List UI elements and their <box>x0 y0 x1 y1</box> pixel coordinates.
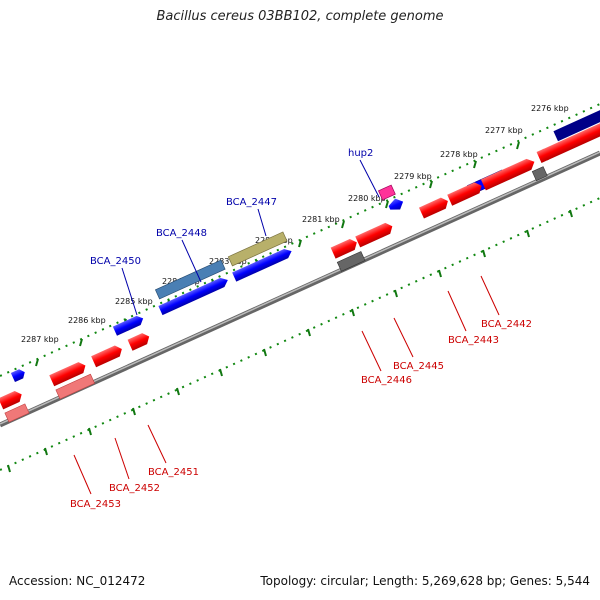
scale-label: 2278 kbp <box>440 150 478 159</box>
feature-blue-small[interactable] <box>387 196 406 213</box>
feature-blue-2450[interactable] <box>112 314 145 336</box>
feature-red-2442[interactable] <box>480 156 537 191</box>
feature-salmon-2453[interactable] <box>55 373 95 400</box>
scale-label: 2280 kbp <box>348 194 386 203</box>
gene-label-bca-2448[interactable]: BCA_2448 <box>156 228 207 239</box>
feature-salmon-left[interactable] <box>4 403 30 423</box>
top-labels: hup2 BCA_2447 BCA_2448 BCA_2450 <box>90 148 373 267</box>
genome-summary-text: Topology: circular; Length: 5,269,628 bp… <box>260 574 590 588</box>
feature-red-right[interactable] <box>542 120 600 161</box>
feature-blue-2448[interactable] <box>158 275 230 316</box>
feature-red-2443b[interactable] <box>418 196 450 219</box>
feature-blue-2447[interactable] <box>232 247 294 282</box>
bottom-labels: BCA_2442 BCA_2443 BCA_2445 BCA_2446 BCA_… <box>70 319 532 510</box>
feature-red-left[interactable] <box>0 389 24 410</box>
scale-label: 2276 kbp <box>531 104 569 113</box>
feature-red-2452[interactable] <box>91 343 124 368</box>
map-title: Bacillus cereus 03BB102, complete genome <box>156 9 444 24</box>
scale-label: 2277 kbp <box>485 126 523 135</box>
gene-label-bca-2452[interactable]: BCA_2452 <box>109 483 160 494</box>
ticks <box>7 141 573 473</box>
accession-text: Accession: NC_012472 <box>9 574 146 588</box>
inner-scale-line <box>0 197 600 471</box>
feature-red-2446[interactable] <box>330 237 360 259</box>
top-connectors <box>121 159 380 316</box>
gene-label-bca-2453[interactable]: BCA_2453 <box>70 499 121 510</box>
gene-label-bca-2447[interactable]: BCA_2447 <box>226 197 277 208</box>
feature-blue-left[interactable] <box>10 368 27 383</box>
feature-red-2445[interactable] <box>355 221 395 248</box>
gene-label-bca-2443[interactable]: BCA_2443 <box>448 335 499 346</box>
features <box>0 98 600 423</box>
gene-label-bca-2442[interactable]: BCA_2442 <box>481 319 532 330</box>
gene-label-bca-2450[interactable]: BCA_2450 <box>90 256 141 267</box>
scale-label: 2285 kbp <box>115 297 153 306</box>
feature-hup2-pink[interactable] <box>377 184 396 201</box>
feature-bca-2447[interactable] <box>227 231 288 267</box>
gene-label-bca-2445[interactable]: BCA_2445 <box>393 361 444 372</box>
feature-red-2443a[interactable] <box>447 180 484 206</box>
scale-label: 2281 kbp <box>302 215 340 224</box>
backbone <box>0 150 600 428</box>
feature-grey-right[interactable] <box>531 166 548 182</box>
scale-label: 2283 kbp <box>209 257 247 266</box>
scale-label: 2286 kbp <box>68 316 106 325</box>
feature-red-2453[interactable] <box>49 360 88 387</box>
scale-labels: 2276 kbp 2277 kbp 2278 kbp 2279 kbp 2280… <box>21 104 569 344</box>
scale-label: 2279 kbp <box>394 172 432 181</box>
gene-label-hup2[interactable]: hup2 <box>348 148 373 159</box>
feature-grey-2446[interactable] <box>336 251 366 272</box>
scale-label: 2287 kbp <box>21 335 59 344</box>
gene-label-bca-2451[interactable]: BCA_2451 <box>148 467 199 478</box>
feature-red-tiny[interactable] <box>536 147 553 163</box>
feature-bca-2448[interactable] <box>154 259 226 300</box>
bottom-connectors <box>73 275 500 495</box>
feature-red-2451[interactable] <box>127 331 152 351</box>
gene-label-bca-2446[interactable]: BCA_2446 <box>361 375 412 386</box>
feature-navy[interactable] <box>553 98 600 142</box>
